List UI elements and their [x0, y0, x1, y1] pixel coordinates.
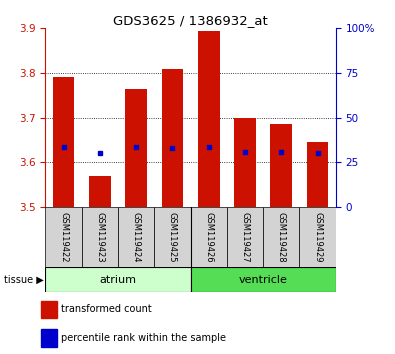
Text: GSM119428: GSM119428 — [277, 212, 286, 263]
Bar — [263, 207, 299, 267]
Bar — [41, 329, 57, 347]
Text: transformed count: transformed count — [61, 304, 151, 314]
Bar — [190, 267, 336, 292]
Bar — [271, 124, 292, 207]
Text: GSM119425: GSM119425 — [168, 212, 177, 262]
Text: GSM119427: GSM119427 — [241, 212, 250, 263]
Bar — [227, 207, 263, 267]
Bar — [234, 118, 256, 207]
Bar — [162, 69, 183, 207]
Text: atrium: atrium — [100, 275, 137, 285]
Text: ventricle: ventricle — [239, 275, 288, 285]
Bar — [154, 207, 191, 267]
Bar — [125, 88, 147, 207]
Bar — [299, 207, 336, 267]
Text: GSM119422: GSM119422 — [59, 212, 68, 262]
Bar — [198, 30, 220, 207]
Text: GSM119429: GSM119429 — [313, 212, 322, 262]
Bar — [45, 207, 82, 267]
Bar — [307, 142, 329, 207]
Text: GSM119423: GSM119423 — [95, 212, 104, 263]
Bar — [45, 267, 190, 292]
Bar — [190, 207, 227, 267]
Text: percentile rank within the sample: percentile rank within the sample — [61, 333, 226, 343]
Text: tissue ▶: tissue ▶ — [4, 275, 43, 285]
Bar — [53, 78, 75, 207]
Bar — [41, 301, 57, 318]
Text: GSM119426: GSM119426 — [204, 212, 213, 263]
Bar — [118, 207, 154, 267]
Bar — [82, 207, 118, 267]
Text: GSM119424: GSM119424 — [132, 212, 141, 262]
Title: GDS3625 / 1386932_at: GDS3625 / 1386932_at — [113, 14, 268, 27]
Bar — [89, 176, 111, 207]
